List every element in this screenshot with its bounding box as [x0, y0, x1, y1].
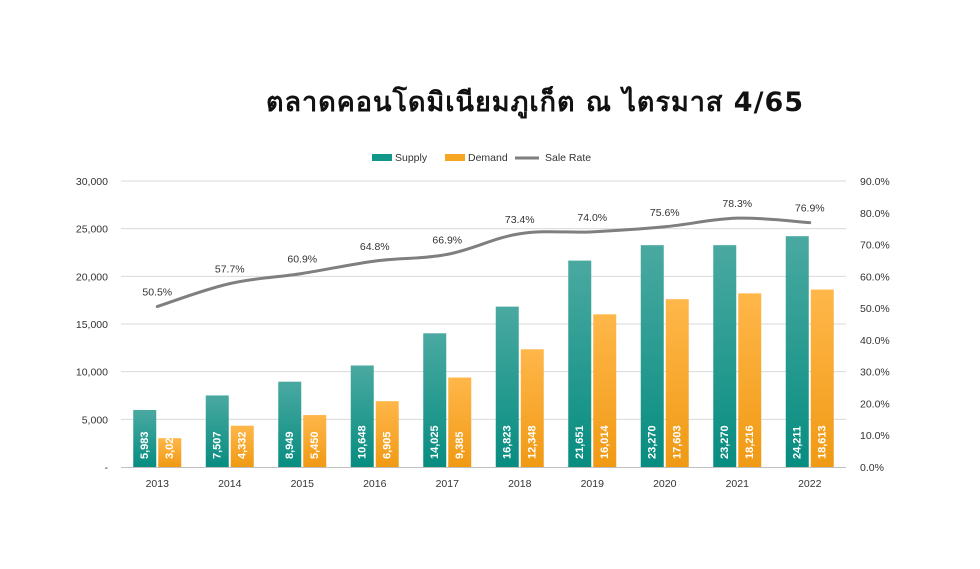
- legend-demand-label: Demand: [468, 152, 508, 164]
- supply-bar: [423, 333, 447, 467]
- x-tick-label: 2022: [798, 478, 822, 490]
- y-right-tick-label: 20.0%: [860, 398, 890, 410]
- x-tick-label: 2018: [508, 478, 532, 490]
- y-left-tick-label: -: [105, 462, 109, 474]
- x-tick-label: 2016: [363, 478, 387, 490]
- y-right-tick-label: 50.0%: [860, 303, 890, 315]
- demand-bar: [593, 314, 617, 467]
- x-tick-label: 2017: [436, 478, 460, 490]
- y-right-tick-label: 80.0%: [860, 208, 890, 220]
- supply-bar: [350, 365, 374, 467]
- chart-title: ตลาดคอนโดมิเนียมภูเก็ต ณ ไตรมาส 4/65: [265, 87, 805, 118]
- x-tick-label: 2021: [726, 478, 750, 490]
- demand-bar: [810, 289, 834, 467]
- sale-rate-series: 50.5% 57.7% 60.9% 64.8% 66.9% 73.4% 74.0% 75.6%…: [142, 198, 825, 309]
- sale-rate-data-label: 57.7%: [215, 264, 245, 276]
- y-right-tick-label: 60.0%: [860, 271, 890, 283]
- y-right-tick-label: 30.0%: [860, 367, 890, 379]
- sale-rate-data-label: 74.0%: [577, 212, 607, 224]
- x-tick-label: 2019: [581, 478, 605, 490]
- y-axis-left: - 5,000 10,000 15,000 20,000 25,000 30,000: [76, 176, 109, 474]
- demand-bar: [375, 401, 399, 467]
- demand-data-label: 18,613: [816, 425, 828, 459]
- supply-data-label: 10,648: [356, 425, 368, 459]
- supply-bar: [133, 409, 157, 467]
- demand-bar: [230, 425, 254, 467]
- legend-supply-swatch: [372, 154, 392, 161]
- sale-rate-data-label: 73.4%: [505, 214, 535, 226]
- y-right-tick-label: 10.0%: [860, 430, 890, 442]
- y-right-tick-label: 0.0%: [860, 462, 884, 474]
- bar-series: 5,983 3,023 7,507 4,332 8,949 5,450 10,648 6,90…: [133, 236, 834, 467]
- x-axis: 2013 2014 2015 2016 2017 2018 2019 2020 2021 2022: [121, 467, 846, 490]
- x-tick-label: 2020: [653, 478, 677, 490]
- sale-rate-data-label: 75.6%: [650, 207, 680, 219]
- supply-data-label: 24,211: [791, 426, 803, 459]
- y-axis-right: 0.0% 10.0% 20.0% 30.0% 40.0% 50.0% 60.0% 70.0% 8…: [860, 176, 890, 474]
- supply-bar: [785, 236, 809, 467]
- demand-data-label: 6,905: [381, 431, 393, 459]
- demand-bar: [448, 377, 472, 467]
- supply-bar: [205, 395, 229, 467]
- chart-legend: Supply Demand Sale Rate: [372, 152, 591, 164]
- demand-bar: [158, 438, 182, 467]
- demand-data-label: 3,023: [164, 431, 176, 459]
- supply-bar: [495, 306, 519, 467]
- x-tick-label: 2015: [291, 478, 315, 490]
- y-right-tick-label: 70.0%: [860, 240, 890, 252]
- sale-rate-data-label: 64.8%: [360, 241, 390, 253]
- sale-rate-data-label: 78.3%: [722, 198, 752, 210]
- x-tick-label: 2013: [146, 478, 170, 490]
- demand-data-label: 4,332: [236, 431, 248, 459]
- demand-data-label: 17,603: [671, 425, 683, 459]
- y-right-tick-label: 40.0%: [860, 335, 890, 347]
- y-right-tick-label: 90.0%: [860, 176, 890, 188]
- x-tick-label: 2014: [218, 478, 242, 490]
- supply-bar: [713, 245, 737, 467]
- y-left-tick-label: 20,000: [76, 271, 108, 283]
- demand-bar: [738, 293, 762, 467]
- supply-data-label: 23,270: [719, 425, 731, 459]
- supply-bar: [278, 381, 302, 467]
- supply-bar: [640, 245, 664, 467]
- sale-rate-data-label: 76.9%: [795, 203, 825, 215]
- supply-data-label: 8,949: [284, 431, 296, 459]
- sale-rate-data-label: 66.9%: [432, 234, 462, 246]
- y-left-tick-label: 15,000: [76, 319, 108, 331]
- y-left-tick-label: 25,000: [76, 224, 108, 236]
- supply-data-label: 5,983: [139, 431, 151, 459]
- legend-supply-label: Supply: [395, 152, 428, 164]
- demand-bar: [665, 299, 689, 467]
- y-left-tick-label: 30,000: [76, 176, 108, 188]
- supply-data-label: 16,823: [501, 425, 513, 459]
- supply-data-label: 7,507: [211, 431, 223, 459]
- y-left-tick-label: 10,000: [76, 367, 108, 379]
- grid-lines: [121, 180, 846, 420]
- sale-rate-data-label: 50.5%: [142, 287, 172, 299]
- legend-demand-swatch: [445, 154, 465, 161]
- supply-data-label: 14,025: [429, 425, 441, 459]
- supply-data-label: 23,270: [646, 425, 658, 459]
- demand-data-label: 12,348: [526, 425, 538, 459]
- supply-data-label: 21,651: [574, 425, 586, 459]
- sale-rate-data-label: 60.9%: [287, 253, 317, 265]
- demand-data-label: 16,014: [599, 424, 611, 459]
- legend-sale-rate-label: Sale Rate: [545, 152, 591, 164]
- sale-rate-line: [155, 216, 812, 309]
- demand-bar: [520, 349, 544, 467]
- y-left-tick-label: 5,000: [82, 414, 108, 426]
- supply-bar: [568, 260, 592, 467]
- demand-data-label: 5,450: [309, 431, 321, 459]
- demand-data-label: 18,216: [744, 425, 756, 459]
- demand-bar: [303, 415, 327, 467]
- demand-data-label: 9,385: [454, 431, 466, 459]
